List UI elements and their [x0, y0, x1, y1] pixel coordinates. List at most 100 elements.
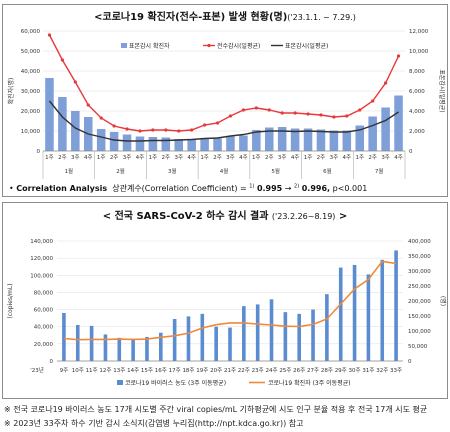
bar	[148, 137, 158, 151]
week-label: 26주	[293, 367, 305, 374]
chart1-title-sub: ('23.1.1. ~ 7.29.)	[287, 13, 356, 22]
bar	[329, 130, 339, 151]
bar	[338, 267, 343, 361]
line-point	[280, 111, 284, 115]
line-point	[306, 112, 310, 116]
right-tick-label: 400,000	[408, 239, 431, 245]
week-label: 15주	[141, 367, 153, 374]
week-label: 1주	[252, 154, 261, 161]
week-label: 11주	[86, 367, 98, 374]
bar	[145, 337, 149, 361]
bar	[159, 332, 163, 361]
week-label: 10주	[72, 367, 84, 374]
legend-line2-label: 표본감시(일평균)	[285, 42, 328, 50]
bar	[71, 111, 80, 151]
month-label: 7월	[375, 167, 384, 175]
line-point	[228, 114, 233, 118]
left-tick-label: 60,000	[34, 308, 54, 314]
week-label: 14주	[127, 367, 139, 374]
week-label: 31주	[362, 367, 374, 374]
right-tick-label: 50,000	[408, 344, 428, 350]
line-point	[215, 121, 220, 125]
week-label: 16주	[155, 367, 167, 374]
bar	[380, 259, 385, 361]
week-label: 27주	[307, 367, 319, 374]
line-point	[267, 108, 271, 112]
left-tick-label: 40,000	[34, 325, 54, 331]
week-label: 21주	[224, 367, 236, 374]
line-point	[125, 127, 129, 131]
week-label: 2주	[162, 154, 171, 161]
bar	[45, 78, 54, 151]
week-label: 4주	[84, 154, 93, 161]
correlation-value2: 0.996,	[301, 184, 331, 193]
week-label: 20주	[210, 367, 222, 374]
line-point	[384, 81, 388, 85]
week-label: 3주	[381, 154, 390, 161]
right-tick-label: 8,000	[409, 69, 425, 75]
line-point	[112, 124, 116, 128]
legend-bar-label: 코로나19 바이러스 농도 (3주 이동평균)	[125, 379, 226, 387]
right-tick-label: 150,000	[408, 314, 431, 320]
bar	[297, 313, 301, 361]
chart2-title-sub: ('23.2.26~8.19)	[271, 212, 336, 221]
week-label: 2주	[265, 154, 274, 161]
left-tick-label: 120,000	[30, 256, 53, 262]
week-label: 4주	[187, 154, 196, 161]
correlation-text: • Correlation Analysis 상관계수(Correlation …	[9, 183, 368, 193]
bar	[174, 139, 184, 151]
right-axis-label: (명)	[439, 296, 447, 306]
left-tick-label: 140,000	[30, 239, 53, 245]
bar	[255, 304, 260, 361]
bar	[109, 132, 119, 151]
week-label: 18주	[182, 367, 194, 374]
bar	[269, 299, 274, 361]
week-label: 3주	[71, 154, 80, 161]
line-point	[254, 106, 258, 110]
bar	[342, 130, 352, 151]
week-label: 30주	[349, 367, 361, 374]
chart1-title: <코로나19 확진자(전수-표본) 발생 현황(명)('23.1.1. ~ 7.…	[3, 8, 447, 23]
correlation-sup2: 2)	[294, 183, 300, 190]
week-label: 1주	[97, 154, 106, 161]
bar	[228, 327, 232, 361]
line-point	[164, 128, 168, 132]
week-label: 2주	[368, 154, 377, 161]
week-label: 2주	[317, 154, 326, 161]
week-label: 32주	[376, 367, 388, 374]
line-point	[47, 33, 52, 37]
left-tick-label: 60,000	[21, 29, 41, 35]
week-label: 1주	[45, 154, 54, 161]
right-tick-label: 100,000	[408, 329, 431, 335]
week-label: 4주	[394, 154, 403, 161]
chart2-title-text: < 전국 SARS-CoV-2 하수 감시 결과	[102, 211, 269, 222]
bar	[394, 250, 398, 361]
bar	[368, 116, 377, 151]
bar	[75, 325, 80, 361]
week-label: 1주	[355, 154, 364, 161]
footnote-2: ※ 2023년 33주차 하수 기반 감시 소식지(감염병 누리집(http:/…	[4, 419, 304, 428]
left-tick-label: 40,000	[21, 69, 41, 75]
week-label: 25주	[279, 367, 291, 374]
right-axis-label: 표본감시(일평균)	[438, 69, 446, 112]
bar	[381, 107, 390, 151]
line-point	[358, 108, 362, 112]
left-tick-label: 0	[37, 149, 41, 155]
week-label: 12주	[99, 367, 111, 374]
week-label: 1주	[304, 154, 313, 161]
bar	[200, 138, 209, 151]
bar	[96, 129, 106, 151]
bar	[62, 313, 66, 361]
left-tick-label: 50,000	[21, 49, 41, 55]
left-axis-label: (copies/mL)	[7, 283, 14, 318]
bar	[242, 306, 246, 361]
right-tick-label: 350,000	[408, 254, 431, 260]
bar	[161, 137, 171, 151]
left-tick-label: 10,000	[21, 129, 41, 135]
legend-line-label: 코로나19 확진자 (3주 이동평균)	[268, 379, 351, 387]
legend-bar-swatch	[117, 380, 123, 385]
bar	[187, 139, 196, 151]
bar	[277, 127, 287, 151]
bar	[213, 138, 222, 151]
line-point	[203, 123, 207, 127]
